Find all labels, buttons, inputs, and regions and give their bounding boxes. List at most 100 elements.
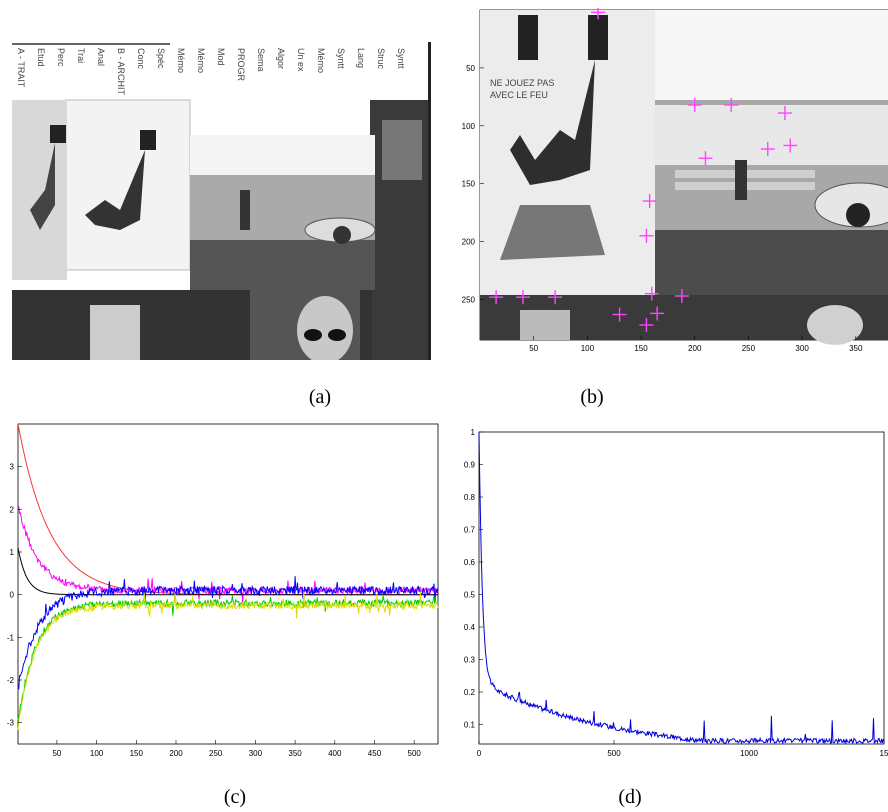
y-tick-label: 0.9 xyxy=(464,461,476,470)
collage-text-6: Conc xyxy=(136,48,146,70)
collage-text-7: Spéc xyxy=(156,48,166,69)
plot-area xyxy=(17,423,439,745)
feature-marker xyxy=(650,306,665,321)
series-line xyxy=(17,547,438,596)
collage-text-15: Mémo xyxy=(316,48,326,73)
x-tick-label: 0 xyxy=(477,749,482,758)
y-tick-label: 0.5 xyxy=(464,591,476,600)
y-tick-label: 0.7 xyxy=(464,526,476,535)
collage-text-5: B - ARCHIT xyxy=(116,48,126,96)
y-tick-label: -1 xyxy=(7,633,15,642)
plot-area xyxy=(478,431,885,745)
y-tick-label: 0.1 xyxy=(464,721,476,730)
x-tick-label: 500 xyxy=(408,749,422,758)
feature-marker xyxy=(777,106,792,121)
collage-text-13: Algor xyxy=(276,48,286,69)
b-ytick-label: 50 xyxy=(466,64,475,73)
x-tick-label: 400 xyxy=(328,749,342,758)
b-xtick-label: 200 xyxy=(688,344,702,353)
y-tick-label: 0.8 xyxy=(464,493,476,502)
y-tick-label: 1 xyxy=(471,428,476,437)
collage-text-10: Mod xyxy=(216,48,226,66)
y-tick-label: 0.3 xyxy=(464,656,476,665)
collage-text-16: Syntt xyxy=(336,48,346,69)
b-xtick-label: 50 xyxy=(529,344,538,353)
y-tick-label: 0.6 xyxy=(464,558,476,567)
x-tick-label: 500 xyxy=(607,749,621,758)
feature-marker xyxy=(489,290,504,305)
y-tick-label: 0 xyxy=(10,591,15,600)
collage-text-8: Mémo xyxy=(176,48,186,73)
y-tick-label: 2 xyxy=(10,505,15,514)
collage-text-2: Perc xyxy=(56,48,66,67)
collage-text-12: Sema xyxy=(256,48,266,72)
sign-line-1: NE JOUEZ PAS xyxy=(490,78,554,88)
collage-text-14: Un ex xyxy=(296,48,306,72)
collage-text-0: A - TRAIT xyxy=(16,48,26,88)
feature-marker xyxy=(639,228,654,243)
collage-photo-a: A - TRAIT Etud Perc Trai Anal B - ARCHIT Conc S… xyxy=(10,40,435,364)
series-line xyxy=(17,593,439,721)
y-tick-label: 3 xyxy=(10,463,15,472)
series-line xyxy=(17,576,439,690)
b-ytick-label: 150 xyxy=(462,180,476,189)
caption-b: (b) xyxy=(580,386,604,408)
y-tick-label: 0.2 xyxy=(464,688,476,697)
b-xtick-label: 350 xyxy=(849,344,863,353)
x-tick-label: 150 xyxy=(130,749,144,758)
feature-marker xyxy=(642,194,657,209)
x-tick-label: 50 xyxy=(52,749,61,758)
panel-a: A - TRAIT Etud Perc Trai Anal B - ARCHIT Conc S… xyxy=(10,40,435,364)
feature-marker xyxy=(644,286,659,301)
b-ytick-label: 250 xyxy=(462,295,476,304)
x-tick-label: 250 xyxy=(209,749,223,758)
feature-marker xyxy=(591,5,606,20)
b-xtick-label: 250 xyxy=(742,344,756,353)
x-tick-label: 200 xyxy=(169,749,183,758)
b-ytick-label: 200 xyxy=(462,238,476,247)
chart-c: 50 100 150 200 250 300 350 400 450 500 -3 -2 -1 0 1 2 3 xyxy=(7,423,439,758)
panel-c: 50 100 150 200 250 300 350 400 450 500 -3 -2 -1 0 1 2 3 xyxy=(0,418,445,758)
feature-marker xyxy=(612,307,627,322)
series-line xyxy=(17,591,439,730)
x-tick-label: 100 xyxy=(90,749,104,758)
y-tick-label: 1 xyxy=(10,548,15,557)
x-tick-label: 350 xyxy=(288,749,302,758)
collage-text-9: Mémo xyxy=(196,48,206,73)
collage-text-19: Syntt xyxy=(396,48,406,69)
panel-b: NE JOUEZ PAS AVEC LE FEU 50 100 150 200 250 3… xyxy=(445,5,888,358)
caption-d: (d) xyxy=(618,786,642,808)
feature-marker xyxy=(674,289,689,303)
x-tick-label: 1000 xyxy=(740,749,758,758)
feature-marker xyxy=(760,141,775,156)
feature-marker xyxy=(548,290,563,305)
feature-marker xyxy=(698,151,713,166)
panel-d: 0 500 1000 15 0.1 0.2 0.3 0.4 0.5 0.6 0.7 0.8 0.9 1 xyxy=(455,418,888,758)
collage-text-4: Anal xyxy=(96,48,106,66)
b-ytick-label: 100 xyxy=(462,122,476,131)
y-tick-label: 0.4 xyxy=(464,623,476,632)
series-line xyxy=(478,431,885,745)
b-xtick-label: 150 xyxy=(634,344,648,353)
chart-d: 0 500 1000 15 0.1 0.2 0.3 0.4 0.5 0.6 0.7 0.8 0.9 1 xyxy=(464,428,888,758)
caption-c: (c) xyxy=(223,786,247,808)
collage-text-17: Lang xyxy=(356,48,366,68)
panel-b-plot: NE JOUEZ PAS AVEC LE FEU 50 100 150 200 250 3… xyxy=(462,5,888,353)
caption-a: (a) xyxy=(308,386,332,408)
sign-line-2: AVEC LE FEU xyxy=(490,90,548,100)
y-tick-label: -3 xyxy=(7,719,15,728)
series-line xyxy=(17,505,439,604)
feature-marker xyxy=(687,97,702,112)
collage-text-18: Struc xyxy=(376,48,386,70)
feature-marker xyxy=(515,290,530,305)
x-tick-label: 450 xyxy=(368,749,382,758)
collage-text-1: Etud xyxy=(36,48,46,67)
b-xtick-label: 300 xyxy=(795,344,809,353)
collage-text-11: PROGR xyxy=(236,48,246,82)
collage-text-3: Trai xyxy=(76,48,86,63)
feature-marker xyxy=(724,97,739,112)
x-tick-label: 300 xyxy=(249,749,263,758)
b-xtick-label: 100 xyxy=(581,344,595,353)
y-tick-label: -2 xyxy=(7,676,15,685)
feature-marker xyxy=(639,317,654,332)
